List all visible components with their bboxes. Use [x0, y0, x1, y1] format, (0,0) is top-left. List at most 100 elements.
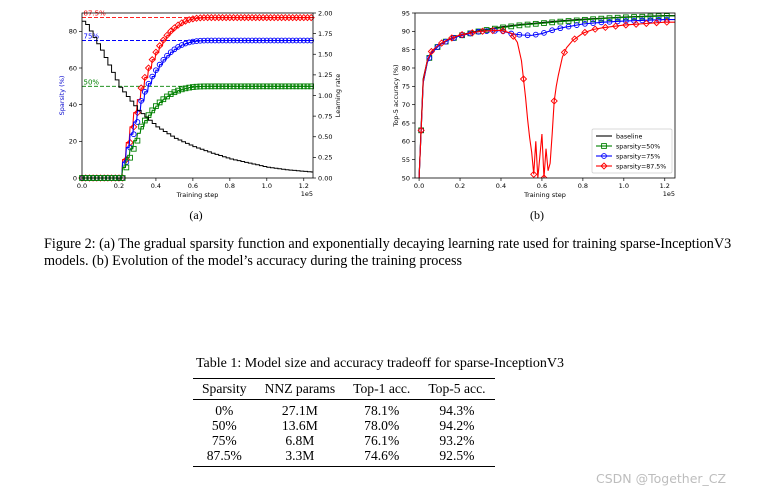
table-row: 0% 27.1M 78.1% 94.3% — [193, 400, 495, 419]
sparsity-series-marker-1 — [234, 37, 241, 44]
subfigure-label-a: (a) — [189, 208, 203, 222]
sparsity-series-line-2 — [82, 85, 313, 179]
sparsity-series-marker-1 — [138, 98, 144, 104]
accuracy-series-marker-2 — [582, 20, 588, 27]
accuracy-series-marker-3 — [622, 21, 630, 29]
accuracy-series-marker-2 — [606, 18, 613, 25]
accuracy-series-marker-1 — [663, 13, 670, 19]
sparsity-series-marker-1 — [249, 37, 255, 44]
sparsity-series-marker-1 — [130, 131, 137, 138]
sparsity-series-marker-1 — [260, 37, 266, 44]
y-tick-label-b: 80 — [402, 64, 410, 72]
sparsity-series-marker-1 — [134, 119, 141, 125]
sparsity-series-marker-2 — [223, 83, 229, 90]
reference-label-1: 75% — [84, 33, 100, 41]
cell-nnz: 13.6M — [281, 418, 318, 433]
accuracy-series-marker-3 — [560, 48, 569, 57]
accuracy-series-marker-3 — [489, 27, 497, 35]
header-top1: Top-1 acc. — [344, 378, 420, 400]
sparsity-series-marker-2 — [238, 83, 244, 90]
y-tick-label-b: 75 — [402, 83, 410, 91]
sparsity-series-marker-1 — [223, 37, 229, 44]
y-tick-label-left: 0 — [73, 174, 77, 182]
sparsity-series-marker-0 — [163, 31, 171, 39]
sparsity-series-marker-1 — [289, 37, 296, 44]
table-caption: Table 1: Model size and accuracy tradeof… — [195, 356, 565, 371]
sparsity-series-marker-1 — [245, 37, 252, 44]
sparsity-series-marker-2 — [208, 83, 215, 90]
sparsity-series-marker-1 — [164, 52, 170, 59]
sparsity-series-marker-1 — [145, 80, 152, 87]
y-tick-label-b: 65 — [402, 119, 410, 127]
cell-nnz: 27.1M — [281, 403, 318, 418]
sparsity-series-marker-2 — [167, 91, 174, 97]
accuracy-series-marker-3 — [632, 20, 640, 28]
accuracy-series-marker-3 — [417, 126, 425, 134]
reference-label-2: 50% — [84, 78, 100, 86]
sparsity-series-marker-2 — [241, 83, 248, 90]
sparsity-series-marker-0 — [155, 42, 164, 50]
watermark: CSDN @Together_CZ — [596, 471, 727, 486]
sparsity-series-marker-1 — [178, 42, 185, 48]
y-tick-label-right: 1.25 — [318, 71, 332, 79]
accuracy-series-marker-2 — [639, 17, 646, 24]
sparsity-series-marker-1 — [282, 37, 289, 44]
sparsity-series-marker-0 — [181, 17, 190, 25]
sparsity-series-marker-0 — [159, 36, 167, 44]
sparsity-series-marker-2 — [175, 87, 181, 94]
y-axis-label-right: Learning rate — [334, 74, 342, 118]
accuracy-series-marker-3 — [540, 174, 548, 178]
sparsity-series-marker-1 — [226, 37, 233, 44]
sparsity-series-marker-1 — [238, 37, 244, 44]
sparsity-series-marker-2 — [215, 83, 222, 90]
accuracy-series-marker-2 — [590, 20, 596, 26]
accuracy-series-marker-2 — [524, 32, 531, 39]
y-tick-label-right: 0.75 — [318, 112, 332, 120]
x-tick-label-b: 1.2 — [660, 182, 670, 190]
accuracy-series-marker-1 — [614, 14, 621, 21]
sparsity-series-marker-0 — [137, 84, 145, 92]
accuracy-series-marker-3 — [519, 75, 528, 83]
accuracy-series-marker-1 — [623, 14, 629, 21]
cell-top5: 93.2% — [439, 433, 475, 448]
accuracy-series-marker-1 — [582, 16, 588, 23]
cell-top1: 76.1% — [364, 433, 400, 448]
header-nnz-params: NNZ params — [255, 378, 345, 400]
sparsity-series-marker-1 — [252, 37, 259, 44]
sparsity-series-marker-1 — [267, 37, 274, 44]
sparsity-series-line-1 — [82, 39, 313, 179]
accuracy-series-marker-2 — [549, 27, 556, 34]
accuracy-series-marker-2 — [557, 25, 564, 32]
accuracy-series-marker-1 — [549, 19, 556, 26]
accuracy-series-marker-2 — [541, 30, 547, 36]
x-multiplier-b: 1e5 — [663, 190, 675, 198]
sparsity-series-marker-1 — [308, 37, 315, 44]
sparsity-series-marker-2 — [134, 137, 141, 144]
x-axis-label-b: Training step — [523, 191, 566, 199]
accuracy-series-marker-3 — [437, 39, 446, 47]
sparsity-series-marker-2 — [186, 84, 193, 91]
accuracy-series-marker-3 — [509, 32, 517, 40]
legend-label-1: sparsity=50% — [616, 143, 660, 150]
accuracy-series-marker-3 — [468, 29, 476, 37]
sparsity-series-marker-2 — [252, 83, 259, 90]
cell-sparsity: 50% — [211, 418, 237, 433]
y-tick-label-right: 0.25 — [318, 154, 332, 162]
accuracy-series-marker-1 — [590, 16, 596, 23]
y-tick-label-b: 50 — [402, 174, 410, 182]
cell-nnz: 6.8M — [285, 433, 315, 448]
y-axis-label-left: Sparsity (%) — [58, 76, 66, 116]
sparsity-series-marker-0 — [185, 16, 193, 24]
sparsity-series-marker-1 — [256, 37, 263, 44]
sparsity-series-marker-2 — [130, 145, 137, 152]
y-tick-label-right: 0.00 — [318, 174, 332, 182]
sparsity-series-marker-2 — [256, 83, 263, 90]
accuracy-series-marker-2 — [565, 23, 572, 30]
accuracy-series-marker-1 — [524, 21, 531, 28]
sparsity-series-marker-2 — [289, 83, 296, 90]
x-tick-label-b: 0.8 — [578, 182, 588, 190]
sparsity-series-marker-2 — [300, 83, 307, 90]
sparsity-series-marker-1 — [167, 49, 174, 56]
sparsity-series-marker-2 — [230, 83, 237, 90]
